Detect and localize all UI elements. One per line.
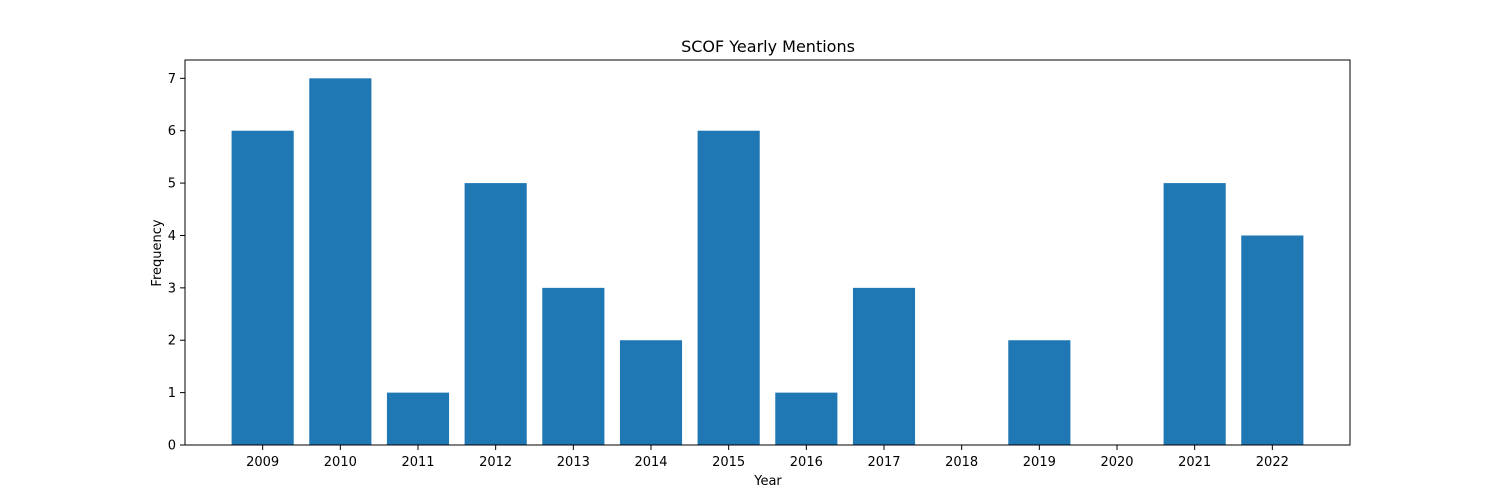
bar-2012 bbox=[464, 183, 527, 445]
plot-frame bbox=[184, 59, 1351, 446]
bar-2017 bbox=[852, 287, 916, 445]
y-axis: 0 1 2 3 4 5 6 7 bbox=[168, 72, 185, 454]
x-tick-label: 2012 bbox=[479, 455, 512, 470]
x-tick-label: 2019 bbox=[1023, 455, 1056, 470]
bars-layer bbox=[231, 78, 1304, 445]
y-tick-label: 5 bbox=[168, 177, 176, 192]
x-tick-label: 2020 bbox=[1100, 455, 1133, 470]
bar-2021 bbox=[1163, 183, 1226, 445]
y-tick-label: 0 bbox=[168, 439, 176, 454]
bar-2014 bbox=[619, 340, 683, 445]
x-tick-label: 2014 bbox=[634, 455, 667, 470]
x-tick-label: 2009 bbox=[246, 455, 279, 470]
x-axis-label: Year bbox=[753, 474, 782, 489]
x-tick-label: 2017 bbox=[867, 455, 900, 470]
x-tick-label: 2022 bbox=[1256, 455, 1289, 470]
x-axis: 2009 2010 2011 2012 2013 2014 2015 2016 2017 2018… bbox=[246, 445, 1289, 470]
bar-2010 bbox=[309, 78, 372, 445]
x-tick-label: 2021 bbox=[1178, 455, 1211, 470]
bar-2016 bbox=[775, 392, 838, 445]
x-tick-label: 2015 bbox=[712, 455, 745, 470]
y-tick-label: 7 bbox=[168, 72, 176, 87]
y-tick-label: 2 bbox=[168, 334, 176, 349]
bar-2019 bbox=[1008, 340, 1071, 445]
bar-2011 bbox=[386, 392, 450, 445]
bar-2013 bbox=[542, 287, 605, 445]
bar-2022 bbox=[1241, 235, 1304, 445]
x-tick-label: 2011 bbox=[401, 455, 434, 470]
x-tick-label: 2010 bbox=[324, 455, 357, 470]
x-tick-label: 2013 bbox=[557, 455, 590, 470]
y-tick-label: 4 bbox=[168, 229, 176, 244]
bar-2009 bbox=[231, 130, 294, 445]
y-axis-label: Frequency bbox=[150, 219, 165, 286]
y-tick-label: 1 bbox=[168, 386, 176, 401]
y-tick-label: 3 bbox=[168, 281, 176, 296]
x-tick-label: 2018 bbox=[945, 455, 978, 470]
chart-title: SCOF Yearly Mentions bbox=[681, 37, 855, 56]
x-tick-label: 2016 bbox=[790, 455, 823, 470]
bar-2015 bbox=[697, 130, 760, 445]
y-tick-label: 6 bbox=[168, 124, 176, 139]
